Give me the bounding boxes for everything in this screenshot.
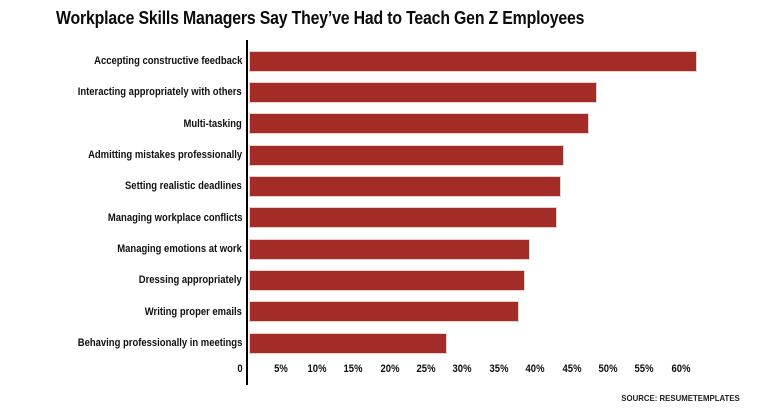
x-tick-label-text: 45%	[562, 363, 582, 375]
x-tick-label: 45%	[542, 362, 602, 376]
category-label: Admitting mistakes professionally	[0, 140, 242, 170]
x-tick-label: 15%	[323, 362, 383, 376]
x-tick-label-text: 50%	[598, 363, 618, 375]
x-tick-label: 20%	[360, 362, 420, 376]
x-tick-label: 30%	[433, 362, 493, 376]
category-label: Behaving professionally in meetings	[0, 328, 242, 358]
category-label-text: Admitting mistakes professionally	[87, 149, 242, 162]
chart-title-text: Workplace Skills Managers Say They’ve Ha…	[56, 8, 585, 28]
category-label: Multi-tasking	[0, 109, 242, 139]
x-tick-label: 10%	[287, 362, 347, 376]
bar	[249, 301, 520, 323]
bar	[249, 207, 557, 229]
category-label-text: Multi-tasking	[183, 117, 242, 130]
source-credit: SOURCE: RESUMETEMPLATES	[611, 393, 740, 403]
bar	[249, 269, 526, 291]
bar	[249, 332, 447, 354]
category-label-text: Managing emotions at work	[117, 243, 242, 256]
category-label: Writing proper emails	[0, 297, 242, 327]
x-tick-label: 5%	[251, 362, 311, 376]
x-tick-label: 0	[210, 362, 270, 376]
bar	[249, 113, 589, 135]
x-tick-label-text: 25%	[416, 363, 436, 375]
category-label: Interacting appropriately with others	[0, 77, 242, 107]
bar	[249, 238, 531, 260]
category-label: Managing workplace conflicts	[0, 203, 242, 233]
x-tick-label-text: 5%	[273, 363, 288, 375]
x-tick-label-text: 35%	[489, 363, 509, 375]
category-label-text: Interacting appropriately with others	[77, 86, 242, 99]
source-credit-text: SOURCE: RESUMETEMPLATES	[621, 393, 740, 403]
x-tick-label: 50%	[578, 362, 638, 376]
x-tick-label-text: 0	[237, 363, 243, 375]
category-label-text: Behaving professionally in meetings	[77, 337, 242, 350]
category-label-text: Dressing appropriately	[138, 274, 242, 287]
category-label-text: Managing workplace conflicts	[107, 211, 242, 224]
bar	[249, 144, 564, 166]
y-axis-line	[246, 40, 248, 385]
x-tick-label: 40%	[505, 362, 565, 376]
x-tick-label-text: 15%	[343, 363, 363, 375]
x-tick-label-text: 40%	[525, 363, 545, 375]
x-tick-label-text: 10%	[307, 363, 327, 375]
category-label: Setting realistic deadlines	[0, 171, 242, 201]
bar	[249, 81, 597, 103]
bar	[249, 50, 697, 72]
x-tick-label-text: 30%	[453, 363, 472, 375]
x-tick-label-text: 60%	[671, 363, 691, 375]
x-tick-label-text: 55%	[634, 363, 654, 375]
x-tick-label: 55%	[614, 362, 674, 376]
bar	[249, 175, 561, 197]
category-label-text: Writing proper emails	[144, 305, 242, 318]
category-label: Accepting constructive feedback	[0, 46, 242, 76]
category-label: Managing emotions at work	[0, 234, 242, 264]
x-tick-label: 60%	[651, 362, 711, 376]
category-label-text: Accepting constructive feedback	[93, 55, 242, 67]
x-tick-label: 35%	[469, 362, 529, 376]
chart-title: Workplace Skills Managers Say They’ve Ha…	[56, 8, 656, 29]
category-label: Dressing appropriately	[0, 265, 242, 295]
category-label-text: Setting realistic deadlines	[125, 180, 242, 193]
x-tick-label-text: 20%	[380, 363, 400, 375]
x-tick-label: 25%	[396, 362, 456, 376]
